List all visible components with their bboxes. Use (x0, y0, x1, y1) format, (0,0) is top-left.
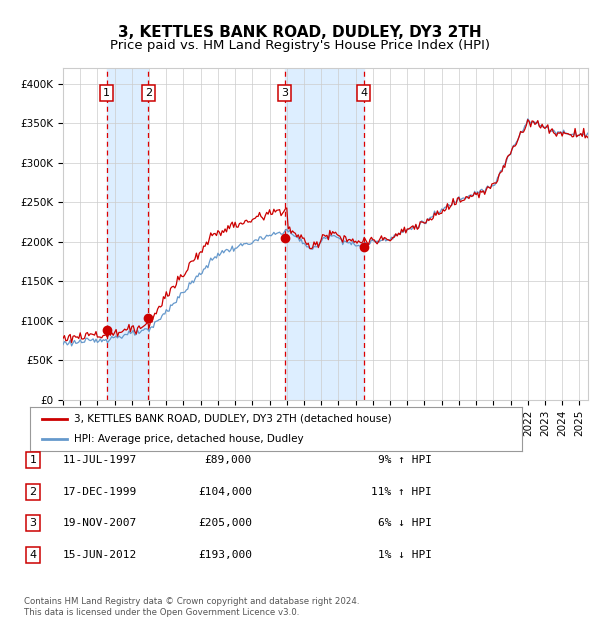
Text: 3: 3 (29, 518, 37, 528)
Text: £205,000: £205,000 (198, 518, 252, 528)
Text: 2: 2 (29, 487, 37, 497)
Text: 9% ↑ HPI: 9% ↑ HPI (378, 455, 432, 465)
Text: 4: 4 (29, 550, 37, 560)
Text: £104,000: £104,000 (198, 487, 252, 497)
Text: £89,000: £89,000 (205, 455, 252, 465)
Text: HPI: Average price, detached house, Dudley: HPI: Average price, detached house, Dudl… (74, 434, 304, 445)
Text: 4: 4 (360, 88, 367, 98)
Text: £193,000: £193,000 (198, 550, 252, 560)
Text: 6% ↓ HPI: 6% ↓ HPI (378, 518, 432, 528)
Text: 3, KETTLES BANK ROAD, DUDLEY, DY3 2TH (detached house): 3, KETTLES BANK ROAD, DUDLEY, DY3 2TH (d… (74, 414, 392, 424)
Text: 15-JUN-2012: 15-JUN-2012 (63, 550, 137, 560)
Text: 17-DEC-1999: 17-DEC-1999 (63, 487, 137, 497)
Bar (285, 68, 364, 400)
Text: 3: 3 (281, 88, 289, 98)
Text: 11% ↑ HPI: 11% ↑ HPI (371, 487, 432, 497)
Text: 11-JUL-1997: 11-JUL-1997 (63, 455, 137, 465)
Text: 3, KETTLES BANK ROAD, DUDLEY, DY3 2TH: 3, KETTLES BANK ROAD, DUDLEY, DY3 2TH (118, 25, 482, 40)
Text: 1% ↓ HPI: 1% ↓ HPI (378, 550, 432, 560)
Text: Contains HM Land Registry data © Crown copyright and database right 2024.
This d: Contains HM Land Registry data © Crown c… (24, 598, 359, 617)
Text: Price paid vs. HM Land Registry's House Price Index (HPI): Price paid vs. HM Land Registry's House … (110, 39, 490, 52)
Text: 1: 1 (103, 88, 110, 98)
Text: 19-NOV-2007: 19-NOV-2007 (63, 518, 137, 528)
Text: 2: 2 (145, 88, 152, 98)
Bar (107, 68, 148, 400)
Text: 1: 1 (29, 455, 37, 465)
